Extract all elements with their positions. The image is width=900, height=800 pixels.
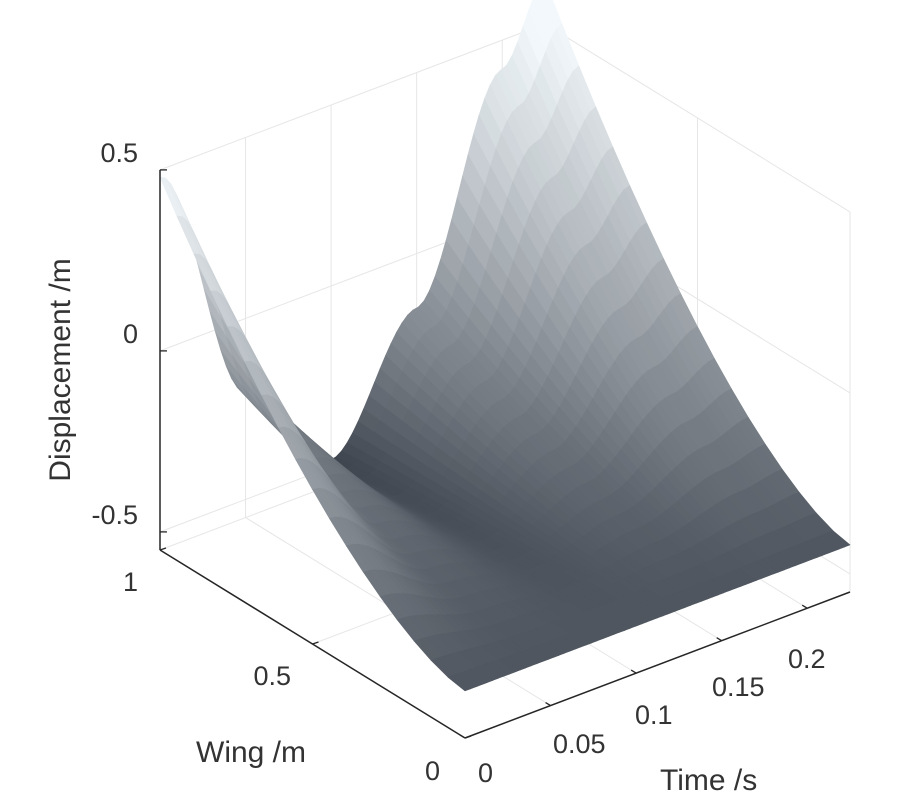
time-axis-line [464,591,851,739]
x-tick-mark [801,604,808,609]
x-tick-label: 0.1 [635,700,673,730]
y-axis-label: Wing /m [196,736,306,769]
surface-patch [447,674,472,692]
x-tick-mark [545,701,551,707]
surface-patch [159,176,183,217]
y-tick-mark [312,641,319,645]
z-tick-labels: 0.5 0 -0.5 [91,138,138,530]
x-axis-label: Time /s [660,764,757,797]
y-tick-mark [159,547,167,551]
z-axis-label: Displacement /m [44,258,77,481]
x-tick-mark [716,637,723,642]
x-tick-labels: 0 0.05 0.1 0.15 0.2 [478,644,826,788]
z-tick-label: -0.5 [91,500,138,530]
grid-line [544,23,851,213]
y-tick-label: 1 [123,567,138,597]
y-tick-label: 0 [425,756,440,786]
grid-line [159,23,546,171]
x-tick-label: 0.05 [553,729,606,759]
z-tick-label: 0 [123,319,138,349]
x-tick-mark [459,734,466,739]
x-tick-label: 0.2 [788,644,826,674]
x-tick-label: 0 [478,758,493,788]
axis-lines [159,169,851,739]
x-tick-label: 0.15 [712,672,765,702]
displacement-surface [159,0,851,692]
y-tick-label: 0.5 [253,661,291,691]
y-tick-mark [464,735,472,739]
y-tick-labels: 1 0.5 0 [123,567,440,786]
x-tick-mark [630,669,637,674]
z-tick-label: 0.5 [100,138,138,168]
